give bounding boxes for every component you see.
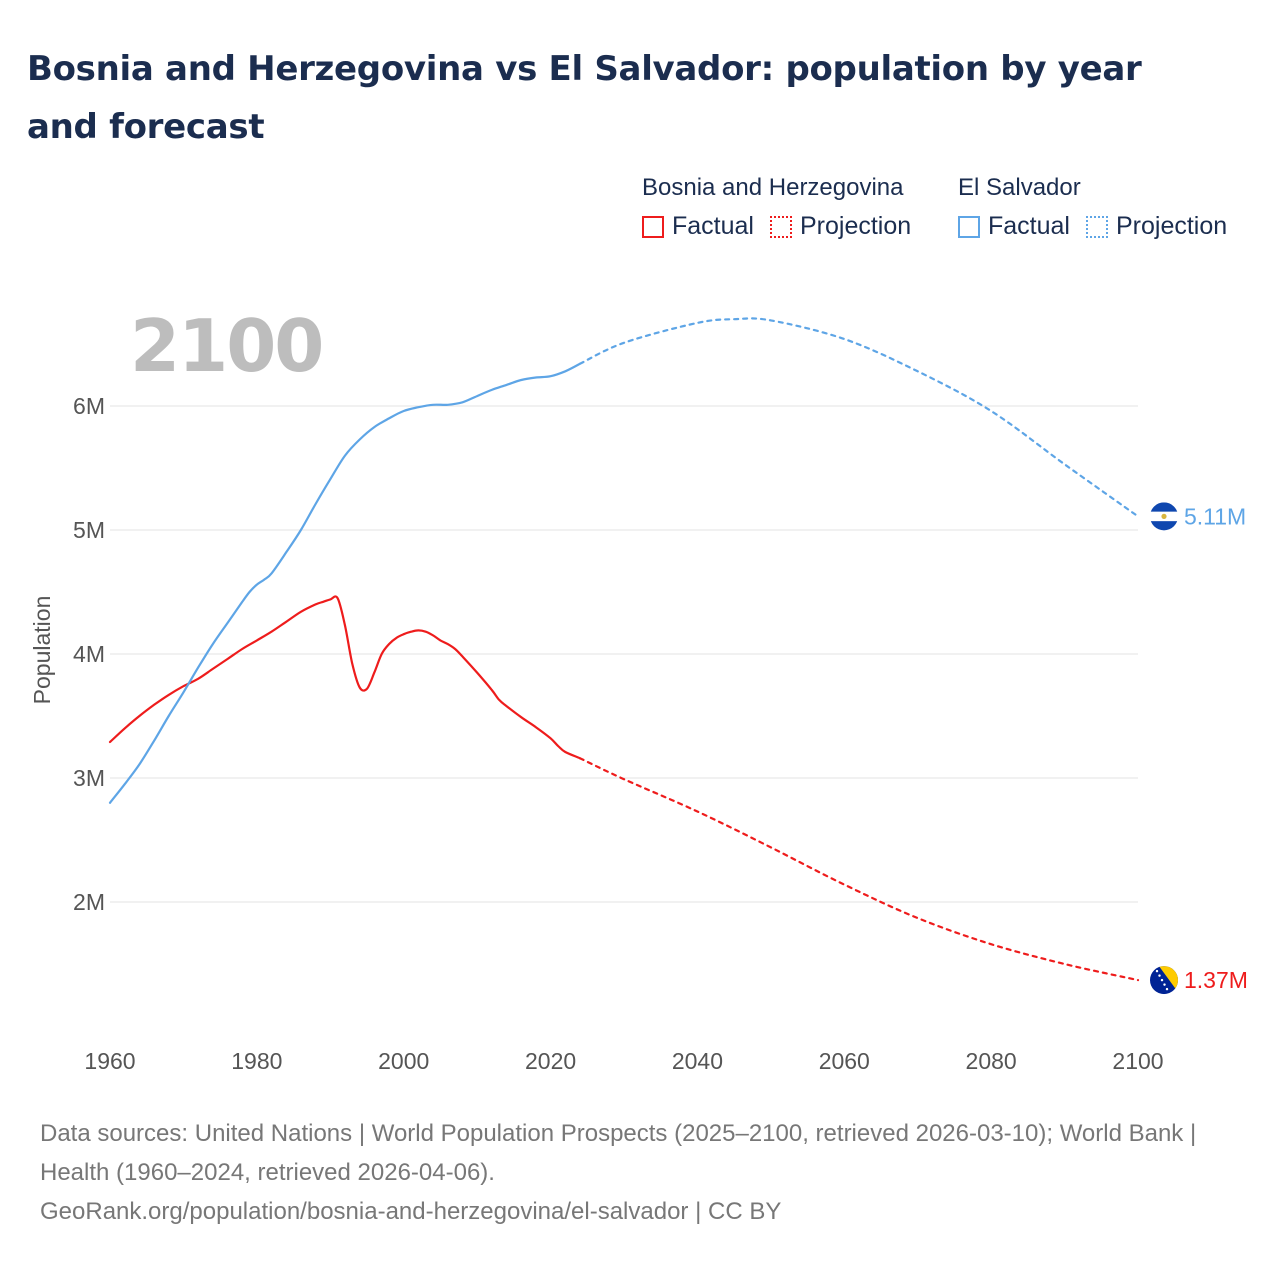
series-line-projection-bosnia-and-herzegovina bbox=[578, 757, 1140, 982]
legend-swatch-solid bbox=[642, 215, 664, 238]
year-watermark: 2100 bbox=[130, 304, 322, 388]
x-tick-label: 1980 bbox=[231, 1048, 282, 1074]
series-line-factual-el-salvador bbox=[108, 362, 581, 804]
population-line-chart: 2100 Population 2M 3M 4M 5M 6M 1960 1980 2000 20… bbox=[29, 304, 1248, 1074]
y-tick-label: 5M bbox=[73, 517, 105, 543]
x-tick-label: 2020 bbox=[525, 1048, 576, 1074]
legend-item-bosnia-projection[interactable]: Projection bbox=[769, 212, 912, 241]
legend-item-bosnia-factual[interactable]: Factual bbox=[642, 212, 754, 241]
flag-icon-el-salvador bbox=[1150, 502, 1178, 531]
legend-item-el-salvador-projection[interactable]: Projection bbox=[1085, 212, 1228, 241]
end-value-label-el-salvador: 5.11M bbox=[1184, 503, 1246, 529]
x-tick-label: 2000 bbox=[378, 1048, 429, 1074]
legend-group-name: Bosnia and Herzegovina bbox=[642, 174, 904, 201]
legend-label: Projection bbox=[799, 212, 912, 240]
y-tick-label: 2M bbox=[73, 889, 105, 915]
series-line-factual-bosnia-and-herzegovina bbox=[108, 595, 581, 760]
series-line-projection-el-salvador bbox=[578, 317, 1140, 518]
y-tick-label: 4M bbox=[73, 641, 105, 667]
y-tick-label: 3M bbox=[73, 765, 105, 791]
flag-icon-bosnia-and-herzegovina bbox=[1150, 966, 1178, 995]
footer: Data sources: United Nations | World Pop… bbox=[40, 1114, 1240, 1231]
x-tick-label: 2060 bbox=[819, 1048, 870, 1074]
x-tick-label: 2100 bbox=[1112, 1048, 1163, 1074]
legend-group-el-salvador: El Salvador Factual Projection bbox=[958, 172, 1243, 241]
end-value-label-bosnia-and-herzegovina: 1.37M bbox=[1184, 967, 1248, 993]
x-tick-label: 2040 bbox=[672, 1048, 723, 1074]
legend-swatch-dotted bbox=[1085, 215, 1108, 238]
data-sources-note: Data sources: United Nations | World Pop… bbox=[40, 1120, 1197, 1186]
credit-link[interactable]: GeoRank.org/population/bosnia-and-herzeg… bbox=[40, 1198, 782, 1225]
legend-item-el-salvador-factual[interactable]: Factual bbox=[958, 212, 1070, 241]
x-tick-label: 1960 bbox=[84, 1048, 135, 1074]
legend-label: Projection bbox=[1115, 212, 1228, 240]
legend-group-bosnia: Bosnia and Herzegovina Factual Projectio… bbox=[642, 172, 927, 241]
legend-group-name: El Salvador bbox=[958, 174, 1081, 201]
legend-swatch-solid bbox=[958, 215, 980, 238]
legend-swatch-dotted bbox=[769, 215, 792, 238]
y-axis-title: Population bbox=[29, 596, 55, 705]
legend-label: Factual bbox=[672, 212, 754, 240]
x-tick-label: 2080 bbox=[966, 1048, 1017, 1074]
y-tick-label: 6M bbox=[73, 393, 105, 419]
legend-label: Factual bbox=[988, 212, 1070, 240]
chart-title: Bosnia and Herzegovina vs El Salvador: p… bbox=[27, 49, 1142, 147]
